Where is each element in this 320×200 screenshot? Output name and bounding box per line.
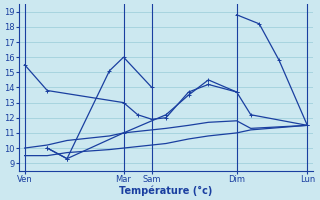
- X-axis label: Température (°c): Température (°c): [119, 185, 213, 196]
